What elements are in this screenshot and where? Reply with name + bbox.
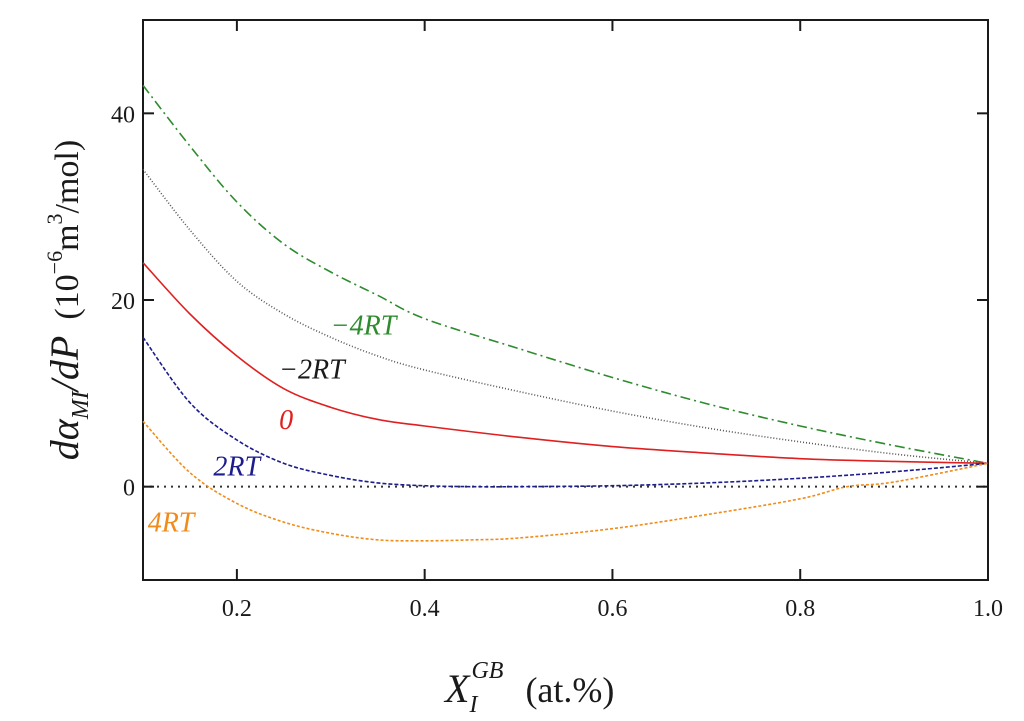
x-axis-title-sup: GB [471, 658, 503, 684]
series-line-2 [142, 262, 989, 465]
y-tick-label-1: 20 [111, 289, 135, 315]
y-tick-label-2: 40 [111, 102, 135, 128]
x-axis-title-unit: (at.%) [525, 670, 614, 710]
curve-label-1: −2RT [279, 354, 347, 385]
x-tick-label-3: 0.8 [785, 596, 815, 622]
curve-label-4: 4RT [148, 507, 197, 538]
y-tick-label-0: 0 [123, 476, 135, 502]
y-axis-title: dαMI/dP (10−6m3/mol) [42, 140, 94, 460]
series-line-1 [142, 168, 989, 465]
curve-label-3: 2RT [213, 451, 262, 482]
y-axis-title-sub: MI [68, 390, 94, 420]
x-axis-title: XI GB (at.%) [443, 658, 614, 718]
series-line-0 [142, 84, 989, 465]
x-axis-title-base: X [443, 666, 471, 711]
curve-label-2: 0 [279, 405, 293, 436]
plot-frame [142, 19, 989, 581]
annotation-layer: −4RT −2RT 0 2RT 4RT [148, 311, 399, 539]
y-axis-title-exp2: 3 [42, 213, 67, 224]
y-axis-title-unit-prefix: (10 [49, 274, 86, 319]
x-axis-title-sub: I [468, 692, 478, 718]
curve-label-0: −4RT [331, 311, 399, 342]
x-tick-label-0: 0.2 [222, 596, 252, 622]
series-line-4 [142, 420, 989, 542]
y-axis-title-unit-mid: m [49, 224, 86, 250]
series-line-3 [142, 336, 989, 488]
y-axis-title-rest: /dP [42, 336, 87, 394]
x-tick-label-2: 0.6 [597, 596, 627, 622]
tick-layer: 0.2 0.4 0.6 0.8 1.0 0 20 40 [111, 20, 1003, 622]
y-axis-title-unit-suffix: /mol) [49, 140, 86, 214]
x-tick-label-4: 1.0 [973, 596, 1003, 622]
x-tick-label-1: 0.4 [410, 596, 440, 622]
y-axis-title-main: dα [42, 418, 87, 460]
series-layer [142, 84, 989, 542]
y-axis-title-exp: −6 [42, 251, 67, 274]
